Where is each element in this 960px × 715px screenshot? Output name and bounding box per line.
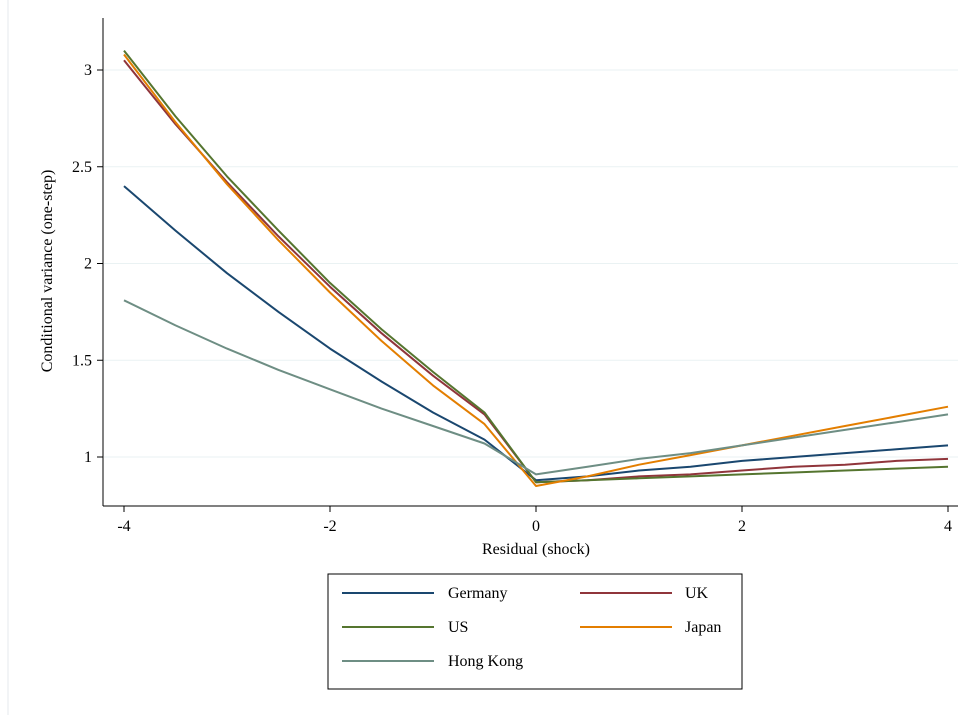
ticks: 1 1.5 2 2.5 3 -4 -2 0 2 4 bbox=[72, 62, 952, 535]
legend-label-us: US bbox=[448, 619, 468, 636]
legend-label-hong-kong: Hong Kong bbox=[448, 653, 523, 670]
y-tick-label: 2.5 bbox=[72, 159, 92, 176]
gridlines bbox=[104, 69, 958, 458]
series-line-us bbox=[123, 49, 949, 484]
series-lines bbox=[123, 49, 949, 487]
y-tick-label: 2 bbox=[84, 256, 92, 273]
legend: Germany UK US Japan Hong Kong bbox=[327, 573, 743, 690]
y-tick-label: 1.5 bbox=[72, 352, 92, 369]
x-axis-label: Residual (shock) bbox=[482, 541, 590, 558]
legend-label-japan: Japan bbox=[685, 619, 721, 636]
x-tick-label: 0 bbox=[532, 518, 540, 535]
series-line-japan bbox=[123, 53, 949, 487]
legend-box bbox=[327, 573, 743, 690]
x-tick-label: -4 bbox=[117, 518, 130, 535]
axes bbox=[102, 18, 958, 507]
legend-label-germany: Germany bbox=[448, 585, 508, 602]
x-tick-label: 4 bbox=[944, 518, 952, 535]
x-tick-label: 2 bbox=[738, 518, 746, 535]
y-tick-label: 1 bbox=[84, 449, 92, 466]
series-line-germany bbox=[123, 185, 949, 482]
legend-label-uk: UK bbox=[685, 585, 709, 602]
y-tick-label: 3 bbox=[84, 62, 92, 79]
series-line-hong-kong bbox=[123, 299, 949, 476]
x-tick-label: -2 bbox=[323, 518, 336, 535]
y-axis-label: Conditional variance (one-step) bbox=[39, 170, 56, 373]
